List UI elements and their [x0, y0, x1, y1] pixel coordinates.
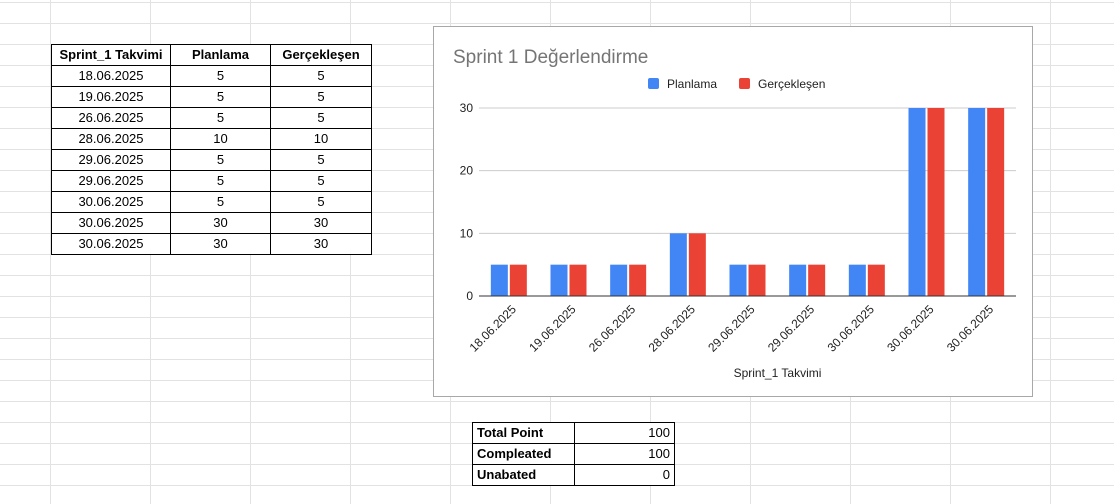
bar-gerceklesen — [927, 108, 945, 296]
bar-gerceklesen — [867, 264, 885, 296]
y-tick-label: 0 — [466, 289, 473, 303]
summary-label-total[interactable]: Total Point — [472, 422, 575, 444]
x-tick-label: 30.06.2025 — [884, 302, 937, 355]
cell-date[interactable]: 29.06.2025 — [51, 170, 171, 192]
cell-planlama[interactable]: 10 — [170, 128, 271, 150]
header-cell-date[interactable]: Sprint_1 Takvimi — [51, 44, 171, 66]
legend-label-1: Planlama — [667, 77, 717, 91]
table-row: 26.06.2025 5 5 — [51, 107, 372, 129]
y-tick-label: 10 — [460, 226, 474, 240]
x-tick-label: 18.06.2025 — [467, 302, 520, 355]
cell-gerceklesen[interactable]: 30 — [270, 233, 372, 255]
table-row: 30.06.2025 5 5 — [51, 191, 372, 213]
cell-date[interactable]: 26.06.2025 — [51, 107, 171, 129]
chart-title: Sprint 1 Değerlendirme — [453, 47, 648, 68]
bar-planlama — [848, 264, 866, 296]
cell-planlama[interactable]: 5 — [170, 107, 271, 129]
x-tick-label: 19.06.2025 — [526, 302, 579, 355]
summary-value-completed[interactable]: 100 — [574, 443, 675, 465]
cell-gerceklesen[interactable]: 10 — [270, 128, 372, 150]
cell-gerceklesen[interactable]: 5 — [270, 107, 372, 129]
cell-planlama[interactable]: 5 — [170, 65, 271, 87]
cell-planlama[interactable]: 5 — [170, 86, 271, 108]
y-tick-label: 30 — [460, 101, 474, 115]
x-axis-title: Sprint_1 Takvimi — [734, 366, 822, 380]
table-row: 19.06.2025 5 5 — [51, 86, 372, 108]
legend-label-2: Gerçekleşen — [758, 77, 825, 91]
x-tick-label: 29.06.2025 — [705, 302, 758, 355]
table-row: 30.06.2025 30 30 — [51, 233, 372, 255]
table-row: 30.06.2025 30 30 — [51, 212, 372, 234]
cell-gerceklesen[interactable]: 5 — [270, 191, 372, 213]
header-cell-gerceklesen[interactable]: Gerçekleşen — [270, 44, 372, 66]
summary-row-completed: Compleated 100 — [472, 443, 675, 465]
table-row: 28.06.2025 10 10 — [51, 128, 372, 150]
bar-gerceklesen — [569, 264, 587, 296]
bar-planlama — [789, 264, 807, 296]
header-cell-planlama[interactable]: Planlama — [170, 44, 271, 66]
bar-planlama — [968, 108, 986, 296]
cell-gerceklesen[interactable]: 30 — [270, 212, 372, 234]
cell-gerceklesen[interactable]: 5 — [270, 86, 372, 108]
cell-gerceklesen[interactable]: 5 — [270, 149, 372, 171]
bar-planlama — [669, 233, 687, 296]
table-row: 29.06.2025 5 5 — [51, 149, 372, 171]
cell-planlama[interactable]: 5 — [170, 149, 271, 171]
bar-gerceklesen — [987, 108, 1005, 296]
bar-gerceklesen — [748, 264, 766, 296]
bar-gerceklesen — [629, 264, 647, 296]
cell-date[interactable]: 29.06.2025 — [51, 149, 171, 171]
bar-gerceklesen — [509, 264, 527, 296]
table-row: 18.06.2025 5 5 — [51, 65, 372, 87]
x-tick-label: 26.06.2025 — [586, 302, 639, 355]
bar-planlama — [550, 264, 568, 296]
cell-planlama[interactable]: 30 — [170, 233, 271, 255]
cell-date[interactable]: 30.06.2025 — [51, 233, 171, 255]
bar-planlama — [729, 264, 747, 296]
summary-table: Total Point 100 Compleated 100 Unabated … — [472, 422, 675, 486]
x-tick-label: 30.06.2025 — [944, 302, 997, 355]
bar-planlama — [610, 264, 628, 296]
bar-planlama — [908, 108, 926, 296]
bar-chart: Sprint 1 Değerlendirme Planlama Gerçekleşe… — [453, 47, 1016, 380]
bar-gerceklesen — [808, 264, 826, 296]
data-table: Sprint_1 Takvimi Planlama Gerçekleşen 18… — [51, 44, 372, 255]
legend-swatch-1 — [648, 78, 659, 89]
x-tick-label: 28.06.2025 — [646, 302, 699, 355]
cell-gerceklesen[interactable]: 5 — [270, 65, 372, 87]
cell-planlama[interactable]: 5 — [170, 170, 271, 192]
cell-planlama[interactable]: 30 — [170, 212, 271, 234]
table-header-row: Sprint_1 Takvimi Planlama Gerçekleşen — [51, 44, 372, 66]
cell-date[interactable]: 30.06.2025 — [51, 191, 171, 213]
x-tick-label: 29.06.2025 — [765, 302, 818, 355]
cell-planlama[interactable]: 5 — [170, 191, 271, 213]
table-row: 29.06.2025 5 5 — [51, 170, 372, 192]
bar-planlama — [490, 264, 508, 296]
summary-label-unabated[interactable]: Unabated — [472, 464, 575, 486]
summary-value-total[interactable]: 100 — [574, 422, 675, 444]
summary-row-total: Total Point 100 — [472, 422, 675, 444]
y-tick-label: 20 — [460, 164, 474, 178]
x-tick-label: 30.06.2025 — [825, 302, 878, 355]
summary-row-unabated: Unabated 0 — [472, 464, 675, 486]
cell-date[interactable]: 18.06.2025 — [51, 65, 171, 87]
cell-gerceklesen[interactable]: 5 — [270, 170, 372, 192]
bar-gerceklesen — [688, 233, 706, 296]
legend-swatch-2 — [739, 78, 750, 89]
chart-container[interactable]: Sprint 1 Değerlendirme Planlama Gerçekleşe… — [433, 26, 1033, 397]
cell-date[interactable]: 30.06.2025 — [51, 212, 171, 234]
cell-date[interactable]: 19.06.2025 — [51, 86, 171, 108]
summary-value-unabated[interactable]: 0 — [574, 464, 675, 486]
cell-date[interactable]: 28.06.2025 — [51, 128, 171, 150]
summary-label-completed[interactable]: Compleated — [472, 443, 575, 465]
